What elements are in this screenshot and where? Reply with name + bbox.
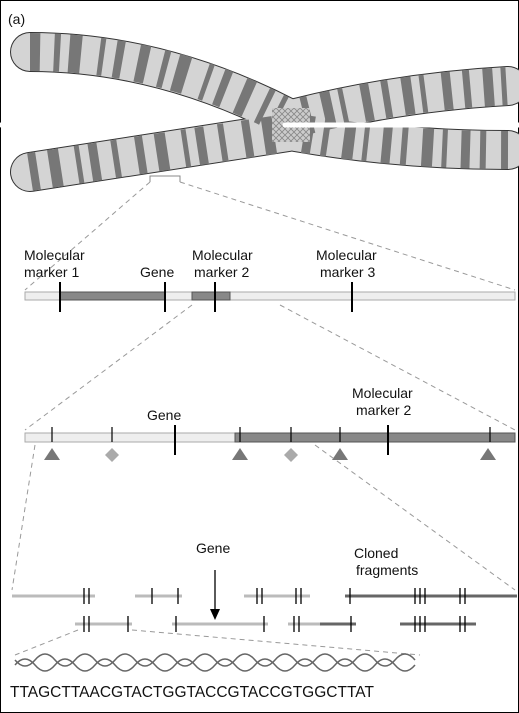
panel-label: (a) [8,11,25,27]
label: Gene [147,407,181,423]
label: Gene [140,264,174,280]
dna-sequence: TTAGCTTAACGTACTGGTACCGTACCGTGGCTTAT [10,684,374,701]
figure: (a) Molecularmarker 1 Gene Molecu [0,0,519,713]
label: Gene [196,540,230,556]
